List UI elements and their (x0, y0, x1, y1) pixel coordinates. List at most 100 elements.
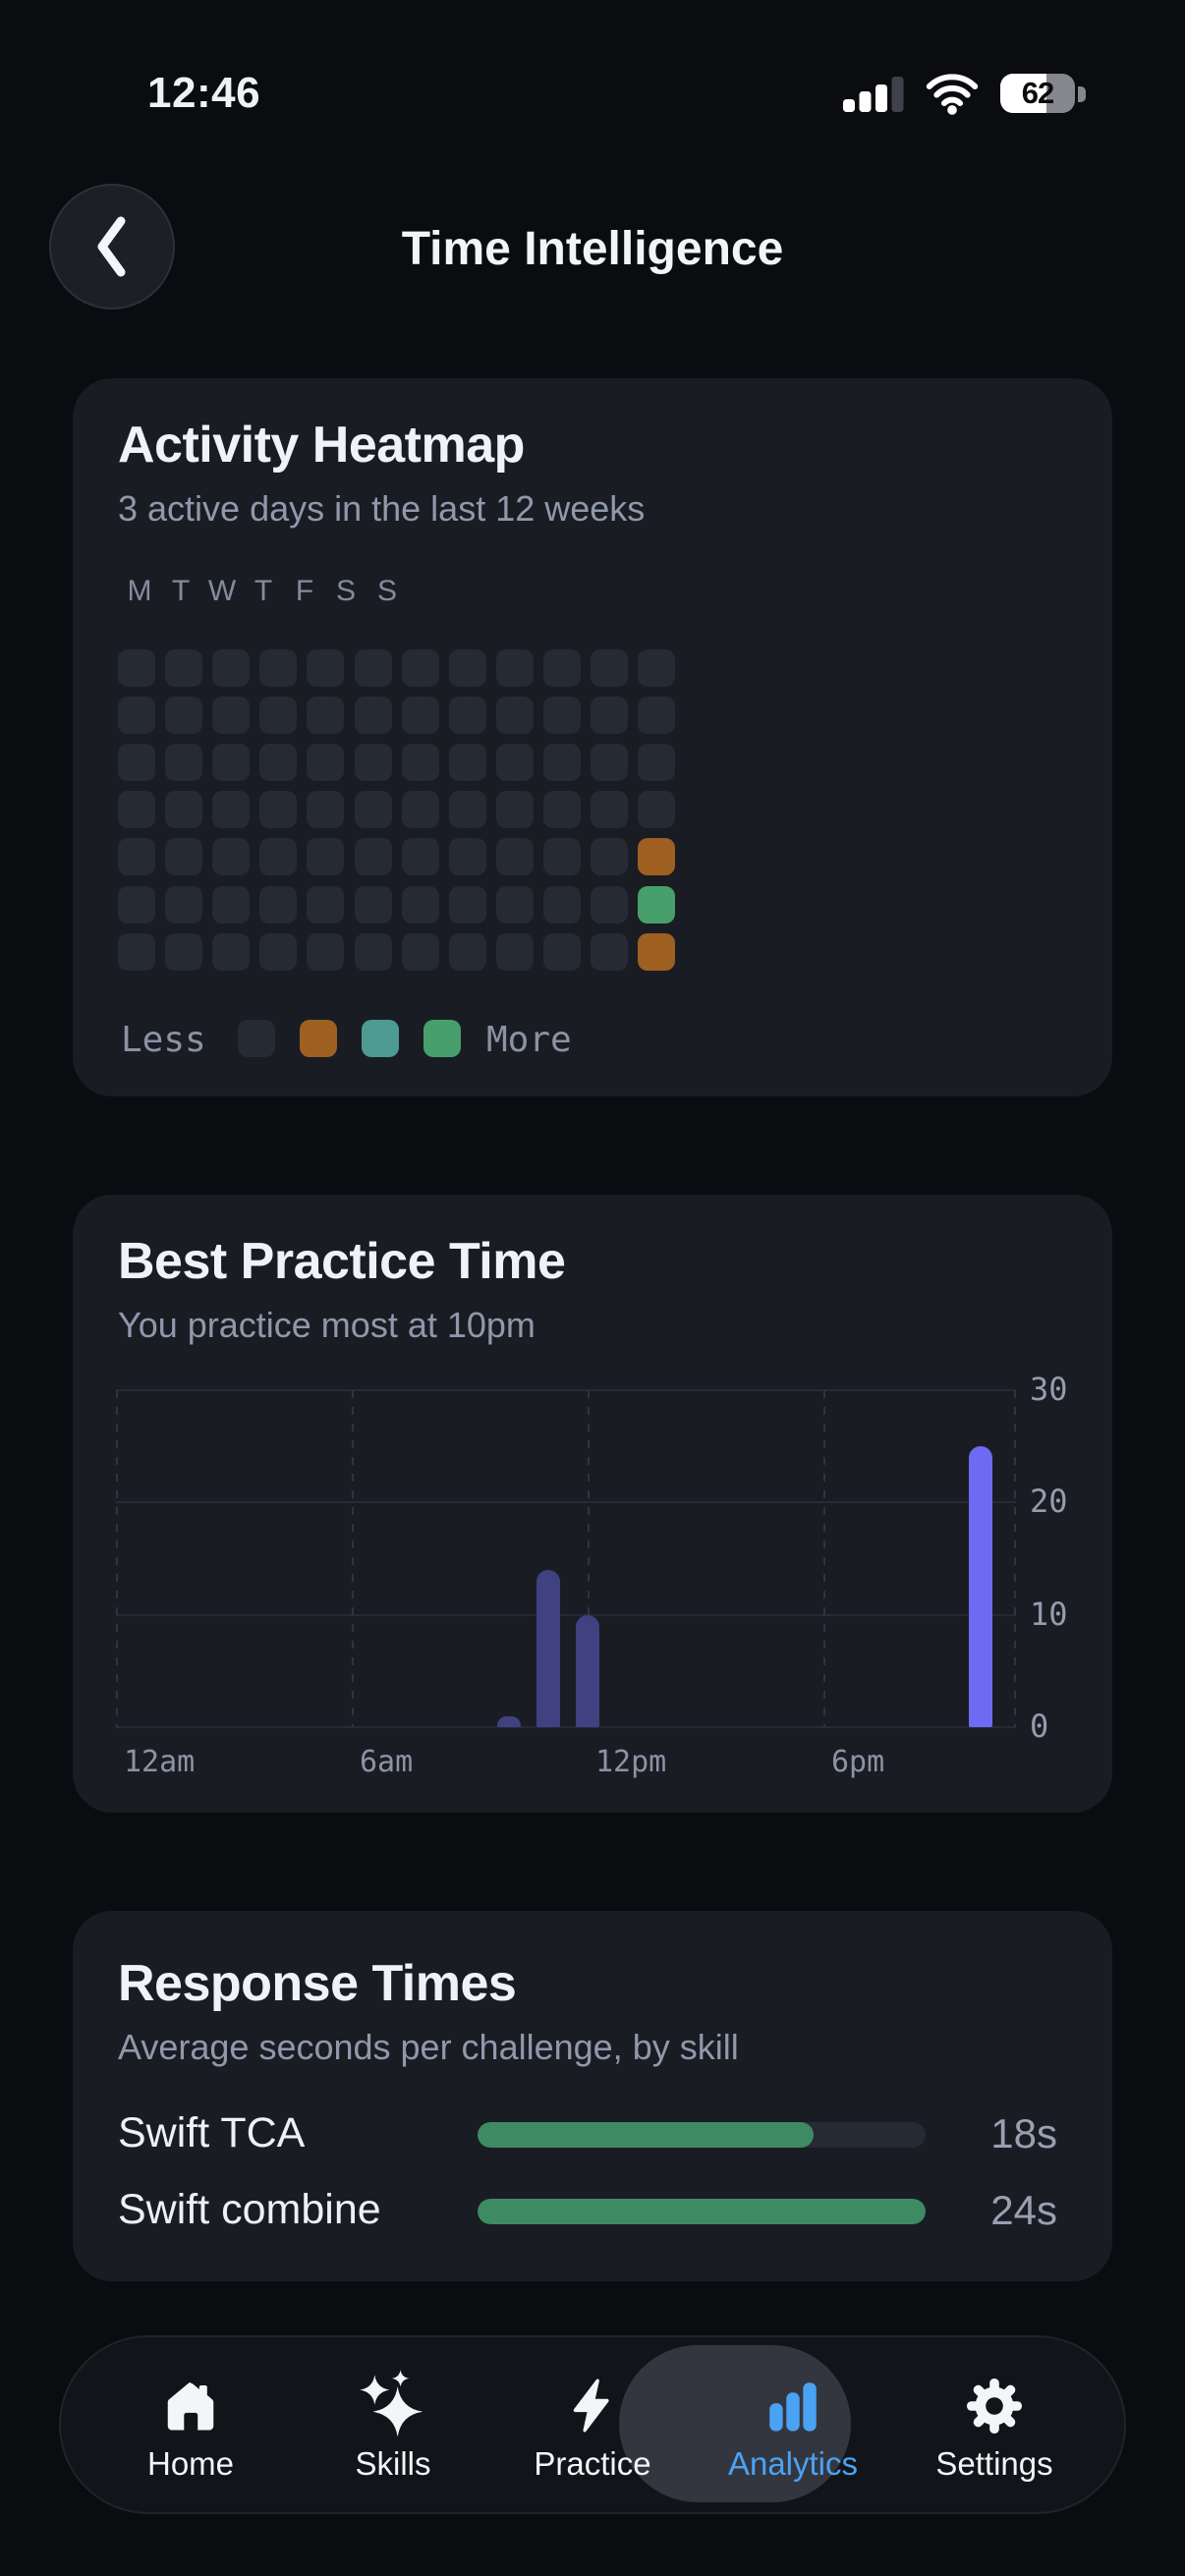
heatmap-cell (118, 744, 155, 782)
heatmap-cell (307, 838, 345, 876)
heatmap-cell (591, 649, 628, 687)
heatmap-cell (165, 838, 203, 876)
battery-percent-label: 62 (1021, 76, 1054, 110)
gridline-horizontal (116, 1613, 1016, 1616)
response-times-card: Response Times Average seconds per chall… (73, 1911, 1112, 2281)
heatmap-cell (118, 791, 155, 829)
heatmap-cell (542, 791, 581, 829)
heatmap-cell (495, 791, 534, 829)
heatmap-cell (307, 744, 345, 782)
tab-settings[interactable]: Settings (910, 2337, 1079, 2512)
heatmap-cell (448, 649, 486, 687)
day-label: M (127, 575, 152, 607)
heatmap-cell (495, 885, 534, 924)
day-label: F (295, 575, 314, 607)
heatmap-cell (448, 838, 486, 876)
gridline-vertical (823, 1390, 825, 1727)
heatmap-cell (638, 885, 676, 924)
hourly-bar-chart (116, 1389, 1016, 1728)
heatmap-cell (118, 838, 155, 876)
tab-skills[interactable]: Skills (309, 2337, 478, 2512)
heatmap-cell (448, 932, 486, 971)
heatmap-cell (591, 744, 628, 782)
heatmap-cell (118, 932, 155, 971)
x-axis-tick-label: 6pm (831, 1745, 885, 1779)
heatmap-cell (542, 838, 581, 876)
heatmap-cell (638, 744, 676, 782)
tab-practice[interactable]: Practice (508, 2337, 677, 2512)
tab-label: Skills (355, 2445, 431, 2482)
heatmap-cell (542, 649, 581, 687)
chart-bar (969, 1446, 992, 1727)
heatmap-cell (354, 649, 392, 687)
response-skill-label: Swift TCA (118, 2109, 306, 2156)
gridline-vertical (588, 1390, 590, 1727)
gridline-vertical (352, 1390, 354, 1727)
status-time: 12:46 (147, 69, 261, 117)
heatmap-cell (259, 932, 298, 971)
day-label: T (254, 575, 273, 607)
heatmap-cell (401, 744, 439, 782)
heatmap-subtitle: 3 active days in the last 12 weeks (118, 488, 646, 529)
heatmap-cell (212, 697, 251, 735)
legend-swatch (362, 1020, 399, 1057)
response-progress-track (478, 2122, 926, 2148)
heatmap-cell (307, 791, 345, 829)
heatmap-cell (307, 932, 345, 971)
heatmap-title: Activity Heatmap (118, 417, 525, 474)
gridline-vertical (1014, 1390, 1016, 1727)
bolt-icon (561, 2367, 624, 2437)
heatmap-cell (118, 697, 155, 735)
bar-chart-icon (762, 2367, 823, 2437)
heatmap-cell (165, 697, 203, 735)
heatmap-cell (307, 697, 345, 735)
tab-label: Home (146, 2445, 235, 2482)
x-axis-tick-label: 6am (360, 1745, 414, 1779)
heatmap-cell (354, 697, 392, 735)
heatmap-cell (495, 932, 534, 971)
heatmap-cell (307, 649, 345, 687)
cellular-signal-icon (843, 71, 908, 121)
gridline-vertical (116, 1390, 118, 1727)
heatmap-cell (542, 932, 581, 971)
gridline-horizontal (116, 1726, 1016, 1728)
response-skill-label: Swift combine (118, 2186, 381, 2233)
response-value-label: 24s (990, 2187, 1057, 2233)
heatmap-cell (638, 838, 676, 876)
wifi-icon (925, 70, 980, 120)
y-axis-tick-label: 30 (1030, 1371, 1068, 1408)
heatmap-cell (638, 932, 676, 971)
x-axis-tick-label: 12pm (595, 1745, 667, 1779)
tab-home[interactable]: Home (106, 2337, 275, 2512)
heatmap-cell (354, 932, 392, 971)
tab-label: Practice (534, 2445, 651, 2482)
heatmap-cell (259, 838, 298, 876)
response-value-label: 18s (990, 2110, 1057, 2156)
response-subtitle: Average seconds per challenge, by skill (118, 2027, 739, 2067)
heatmap-cell (212, 838, 251, 876)
heatmap-cell (448, 885, 486, 924)
x-axis-tick-label: 12am (124, 1745, 196, 1779)
heatmap-cell (212, 885, 251, 924)
heatmap-cell (591, 791, 628, 829)
heatmap-cell (212, 791, 251, 829)
day-label: T (171, 575, 191, 607)
heatmap-cell (542, 885, 581, 924)
day-label: S (376, 575, 397, 607)
battery-icon: 62 (1000, 74, 1075, 113)
heatmap-cell (542, 744, 581, 782)
heatmap-cell (591, 932, 628, 971)
day-label: S (335, 575, 356, 607)
practice-chart-title: Best Practice Time (118, 1233, 566, 1290)
heatmap-cell (354, 885, 392, 924)
response-title: Response Times (118, 1955, 517, 2012)
heatmap-cell (448, 697, 486, 735)
heatmap-cell (212, 744, 251, 782)
back-button[interactable] (49, 184, 175, 309)
legend-swatch (300, 1020, 337, 1057)
heatmap-cell (638, 791, 676, 829)
gear-icon (963, 2367, 1026, 2437)
heatmap-cell (638, 697, 676, 735)
tab-analytics[interactable]: Analytics (708, 2337, 877, 2512)
heatmap-cell (495, 744, 534, 782)
